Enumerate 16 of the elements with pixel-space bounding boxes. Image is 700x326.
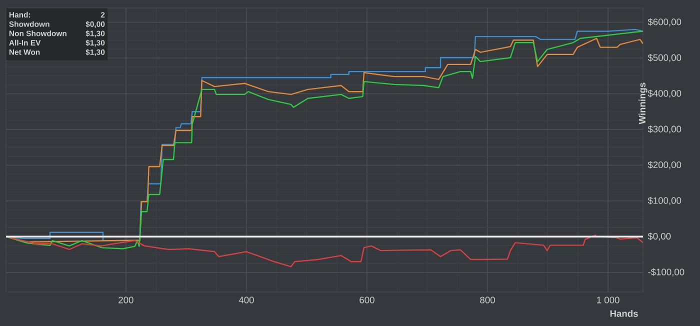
line-series — [6, 234, 643, 268]
y-axis-title: Winnings — [638, 82, 648, 124]
y-tick-label: $300,00 — [648, 125, 682, 134]
x-tick-label: 800 — [480, 296, 495, 304]
y-tick-label: $100,00 — [648, 196, 682, 205]
y-tick-label: $400,00 — [648, 90, 682, 98]
x-tick-label: 400 — [238, 296, 254, 304]
x-axis-title: Hands — [610, 310, 638, 317]
y-tick-label: $600,00 — [648, 18, 682, 26]
x-tick-label: 600 — [360, 296, 374, 304]
x-tick-label: 1 000 — [597, 296, 620, 304]
y-tick-label: -$100,00 — [648, 268, 684, 276]
y-tick-label: $200,00 — [648, 161, 682, 170]
y-tick-label: $0,00 — [648, 232, 671, 241]
y-tick-label: $500,00 — [648, 54, 682, 62]
x-tick-label: 200 — [118, 296, 134, 304]
